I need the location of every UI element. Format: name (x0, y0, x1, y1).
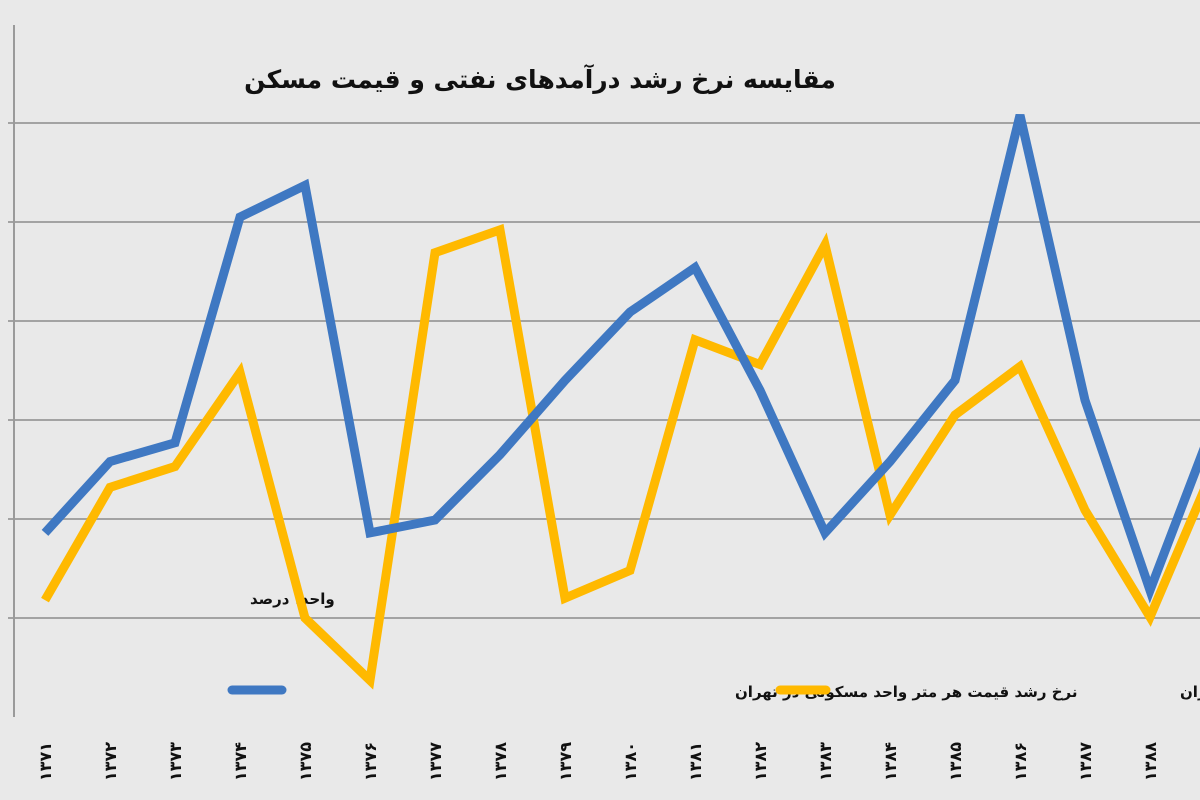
x-tick-label: ۱۳۷۹ (556, 742, 575, 781)
x-tick-labels: ۱۳۷۱ ۱۳۷۲ ۱۳۷۳ ۱۳۷۴ ۱۳۷۵ ۱۳۷۶ ۱۳۷۷ ۱۳۷۸ ۱۳۷۹ ۱۳۸۰… (36, 742, 1160, 781)
x-tick-label: ۱۳۸۱ (686, 742, 705, 781)
legend-label-oil: نرخ رشد درآمدهای نفتی ایران (1180, 683, 1200, 701)
series-line-1 (41, 223, 1200, 690)
chart-title: مقایسه نرخ رشد درآمدهای نفتی و قیمت مسکن (244, 64, 836, 95)
series-lines (41, 114, 1200, 690)
x-tick-label: ۱۳۸۲ (751, 742, 770, 781)
x-tick-label: ۱۳۸۰ (621, 742, 640, 781)
x-tick-label: ۱۳۷۷ (426, 742, 445, 781)
x-tick-label: ۱۳۸۶ (1011, 742, 1030, 781)
x-tick-label: ۱۳۸۳ (816, 742, 835, 781)
legend: نرخ رشد قیمت هر متر واحد مسکونی در تهران… (227, 683, 1200, 701)
x-tick-label: ۱۳۷۱ (36, 742, 55, 781)
x-tick-label: ۱۳۸۴ (881, 742, 900, 781)
x-tick-label: ۱۳۷۵ (296, 742, 315, 781)
x-tick-label: ۱۳۷۶ (361, 742, 380, 781)
x-tick-label: ۱۳۷۲ (101, 742, 120, 781)
x-tick-label: ۱۳۸۸ (1141, 742, 1160, 781)
x-tick-label: ۱۳۸۷ (1076, 742, 1095, 781)
x-tick-label: ۱۳۷۸ (491, 742, 510, 781)
x-tick-label: ۱۳۷۴ (231, 742, 250, 781)
unit-label: واحد: درصد (250, 590, 335, 608)
series-line-0 (41, 114, 1200, 604)
x-tick-label: ۱۳۸۵ (946, 742, 965, 781)
x-tick-label: ۱۳۷۳ (166, 742, 185, 781)
